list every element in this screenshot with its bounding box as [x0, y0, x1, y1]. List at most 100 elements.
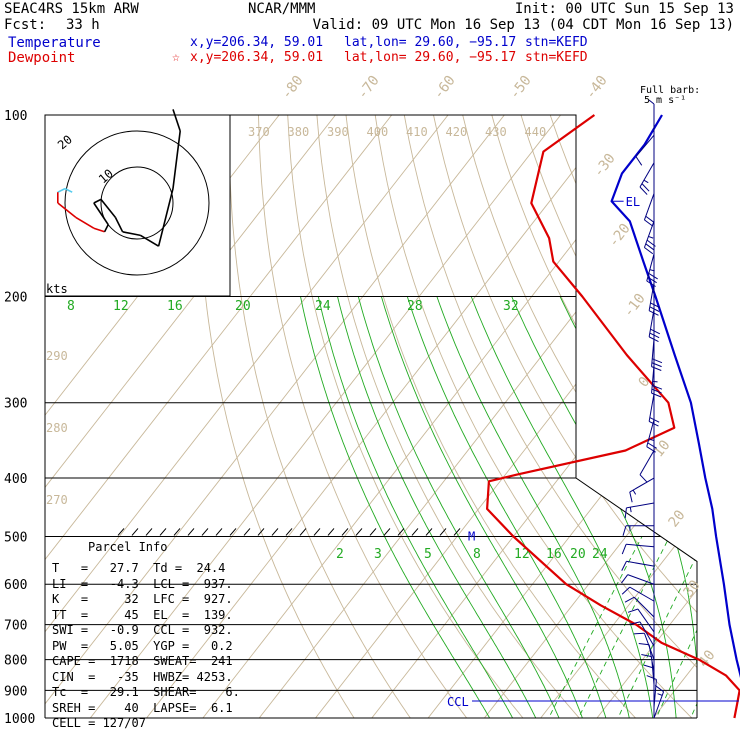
hodograph-units: kts [46, 282, 68, 296]
isotherm-line [45, 115, 358, 718]
dry-adiabat-line [666, 115, 697, 718]
hodograph-segment [140, 234, 160, 247]
wind-barb [624, 502, 655, 519]
moist-adiabat-line [317, 296, 520, 718]
dry-adiabat-line [403, 115, 697, 718]
wind-barb [648, 283, 661, 316]
parcel-info-row: CIN = -35 HWBZ= 4253. [52, 669, 233, 684]
dry-adiabat-line [578, 115, 697, 718]
hodograph-segment [57, 187, 66, 193]
dry-adiabat-line [287, 115, 534, 718]
legend-dewpoint-stn: stn=KEFD [525, 50, 588, 65]
parcel-info-row: K = 32 LFC = 927. [52, 592, 233, 606]
dry-adiabat-line [258, 115, 477, 718]
level-hatch-mark [299, 528, 307, 536]
moist-adiabat-line [406, 296, 611, 718]
wind-barb [621, 586, 655, 602]
moist-adiabat-line [357, 296, 565, 718]
isotherm-label: -10 [621, 291, 649, 321]
legend-dewpoint-marker: ☆ [172, 50, 180, 65]
level-hatch-mark [243, 528, 251, 536]
isotherm-line [45, 115, 527, 718]
wind-barb [622, 525, 654, 536]
level-hatch-mark [257, 528, 265, 536]
barb-key-line1: Full barb: [640, 85, 701, 96]
hodograph-segment [93, 202, 109, 226]
header-fcst-label: Fcst: [4, 17, 47, 33]
hodograph-segment [122, 231, 141, 237]
pressure-tick-label: 500 [4, 530, 27, 545]
theta-label: 420 [446, 125, 468, 139]
mixing-ratio-label: 20 [570, 547, 586, 562]
wind-barb [633, 632, 655, 660]
level-hatch-mark [341, 528, 349, 536]
legend-temperature-label: Temperature [8, 35, 101, 51]
level-hatch-mark [117, 528, 125, 536]
isotherm-label: -50 [507, 73, 535, 103]
parcel-info-row: LI = -4.3 LCL = 937. [52, 576, 233, 591]
theta-label: 430 [485, 125, 507, 139]
theta-label: 440 [525, 125, 547, 139]
moist-adiabat-label: 12 [113, 299, 129, 314]
wind-barb [646, 253, 658, 287]
isotherm-line [474, 115, 697, 718]
pressure-tick-label: 900 [4, 684, 27, 699]
isotherm-line [586, 115, 697, 718]
pressure-tick-label: 600 [4, 578, 27, 593]
hodograph-segment [93, 227, 105, 233]
hodograph-segment [172, 130, 181, 189]
hodograph-segment [172, 109, 181, 132]
level-hatch-mark [355, 528, 363, 536]
moist-adiabat-label: 24 [315, 299, 331, 314]
wind-barb [627, 608, 655, 633]
level-hatch-mark [271, 528, 279, 536]
wind-barb [648, 309, 661, 343]
moist-adiabat-label: 28 [407, 299, 423, 314]
hodograph-segment [114, 217, 124, 233]
isotherm-line [530, 115, 697, 718]
isotherm-line [136, 115, 639, 718]
wind-barb [635, 134, 655, 166]
level-hatch-mark [425, 528, 433, 536]
moist-adiabat-line [337, 296, 543, 718]
mixing-ratio-label: 24 [592, 547, 608, 562]
parcel-info-row: SWI = -0.9 CCL = 932. [52, 623, 233, 637]
level-hatch-mark [369, 528, 377, 536]
hodograph-segment [157, 188, 174, 247]
m-label: M [468, 529, 475, 543]
hodograph-segment [103, 224, 109, 233]
parcel-info-row: T = 27.7 Td = 24.4 [52, 561, 226, 575]
mixing-ratio-label: 12 [514, 547, 530, 562]
level-hatch-mark [229, 528, 237, 536]
wind-barb [639, 450, 655, 483]
wind-barb [643, 221, 656, 255]
wind-barb [621, 560, 655, 571]
isotherm-label: -30 [591, 151, 619, 181]
dry-adiabat-line [228, 115, 420, 718]
dry-adiabat-line [374, 115, 697, 718]
barb-key-line2: 5 m s⁻¹ [644, 95, 687, 106]
level-hatch-mark [439, 528, 447, 536]
parcel-info-row: Tc = 29.1 SHEAR= 6. [52, 685, 240, 699]
pressure-tick-label: 100 [4, 109, 27, 124]
level-hatch-mark [187, 528, 195, 536]
legend-temperature-latlon: lat,lon= 29.60, −95.17 [344, 35, 517, 50]
theta-label: 270 [46, 493, 68, 507]
moist-adiabat-line [436, 296, 633, 718]
barb-key-mark [648, 99, 655, 118]
theta-label: 410 [406, 125, 428, 139]
moist-adiabat-label: 20 [235, 299, 251, 314]
wind-barb [639, 162, 655, 195]
header-center: NCAR/MMM [248, 1, 316, 17]
header-valid: Valid: 09 UTC Mon 16 Sep 13 (04 CDT Mon … [312, 17, 734, 33]
level-hatch-mark [131, 528, 139, 536]
moist-adiabat-label: 16 [167, 299, 183, 314]
header-fcst-value: 33 h [66, 17, 100, 33]
wind-barb [624, 596, 655, 618]
wind-barb [646, 675, 657, 708]
dry-adiabat-line [549, 115, 697, 718]
isotherm-line [45, 115, 470, 718]
isotherm-line [305, 115, 697, 718]
legend-dewpoint-xy: x,y=206.34, 59.01 [190, 50, 324, 65]
